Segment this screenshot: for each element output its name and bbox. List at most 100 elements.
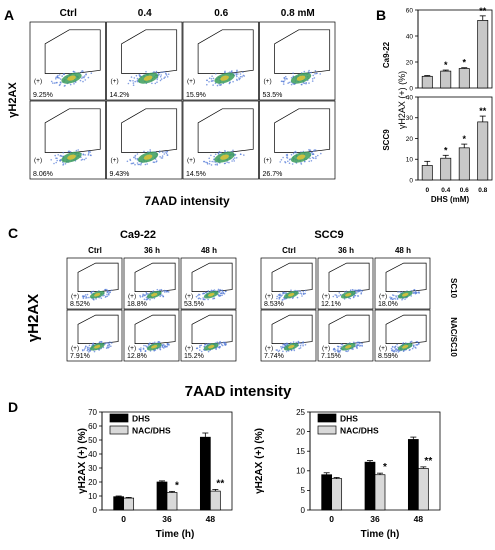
- event-dot: [280, 80, 283, 83]
- bar: [440, 70, 452, 89]
- event-dot: [62, 163, 65, 165]
- event-dot: [197, 294, 199, 297]
- event-dot: [160, 71, 162, 74]
- gate-percent: 12.8%: [127, 353, 147, 360]
- event-dot: [163, 291, 166, 293]
- event-dot: [243, 75, 246, 77]
- panel-c-flow-plot: (+)12.1%: [317, 257, 374, 310]
- event-density-peak: [402, 292, 409, 297]
- bar: [374, 474, 386, 511]
- flow-plot-frame: [66, 309, 123, 362]
- x-axis-label: Time (h): [156, 529, 195, 540]
- event-dot: [224, 162, 226, 165]
- event-dot: [214, 163, 217, 166]
- event-dot: [213, 155, 215, 158]
- event-dot: [238, 77, 240, 79]
- event-dot: [292, 341, 295, 343]
- event-dot: [85, 157, 87, 160]
- event-dot: [75, 149, 78, 152]
- event-dot: [310, 160, 313, 162]
- gate-polygon: [121, 108, 178, 153]
- event-dot: [156, 288, 159, 291]
- event-dot: [84, 154, 86, 156]
- panel-a-flow-plot: (+) 8.06%: [29, 100, 106, 180]
- event-dot: [221, 289, 224, 292]
- panel-c-column-header: Ctrl: [88, 246, 102, 255]
- event-dot: [236, 69, 238, 72]
- event-dot: [208, 157, 210, 160]
- event-dot: [340, 343, 343, 346]
- event-dot: [334, 294, 337, 296]
- event-dot: [230, 70, 233, 73]
- event-dot: [233, 72, 235, 74]
- event-dot: [218, 290, 220, 292]
- event-dot: [210, 154, 212, 157]
- event-dot: [315, 157, 317, 160]
- x-tick-label: 0: [329, 514, 334, 524]
- event-dot: [81, 70, 83, 72]
- event-dot: [214, 153, 217, 156]
- event-dot: [149, 149, 151, 151]
- event-dot: [356, 346, 358, 348]
- event-dot: [86, 293, 89, 296]
- event-dot: [314, 149, 317, 151]
- event-dot: [207, 290, 209, 292]
- event-dot: [311, 78, 314, 80]
- event-dot: [87, 153, 90, 155]
- event-dot: [60, 82, 62, 84]
- gate-polygon: [274, 108, 331, 153]
- event-dot: [303, 293, 305, 296]
- event-dot: [351, 289, 354, 291]
- bar: [421, 165, 433, 181]
- event-dot: [139, 294, 141, 297]
- event-dot: [217, 288, 220, 291]
- event-dot: [415, 341, 418, 343]
- event-dot: [314, 70, 317, 72]
- event-dot: [138, 348, 141, 350]
- event-dot: [282, 350, 284, 353]
- event-dot: [56, 159, 58, 162]
- panel-c-flow-plot: (+)18.0%: [374, 257, 431, 310]
- event-dot: [357, 290, 360, 293]
- event-density-peak: [151, 292, 158, 297]
- panel-letter-a: A: [4, 7, 14, 23]
- gate-polygon: [134, 314, 176, 345]
- event-dot: [89, 154, 92, 156]
- event-dot: [311, 156, 314, 159]
- panel-letter-c: C: [8, 225, 18, 241]
- event-dot: [144, 350, 147, 353]
- event-dot: [55, 161, 57, 164]
- event-dot: [79, 79, 82, 82]
- event-dot: [215, 348, 217, 351]
- event-dot: [299, 344, 302, 347]
- event-dot: [50, 80, 53, 83]
- panel-c-y-label: γH2AX: [25, 294, 42, 342]
- event-dot: [222, 292, 224, 295]
- event-dot: [106, 293, 108, 296]
- gate-percent: 15.2%: [184, 353, 204, 360]
- event-dot: [313, 149, 316, 151]
- event-dot: [213, 289, 216, 291]
- event-dot: [166, 290, 169, 293]
- y-tick-label: 40: [406, 94, 414, 101]
- event-dot: [283, 298, 286, 300]
- event-dot: [82, 80, 84, 83]
- event-dot: [204, 343, 207, 346]
- event-dot: [159, 348, 162, 351]
- event-dot: [317, 154, 319, 157]
- event-dot: [213, 161, 215, 163]
- event-dot: [206, 83, 208, 86]
- panel-c-row-label-nac-sc10: NAC/SC10: [449, 317, 458, 357]
- event-dot: [89, 151, 92, 153]
- event-dot: [398, 291, 401, 293]
- gate-label: (+): [34, 78, 42, 85]
- event-dot: [282, 292, 284, 294]
- event-dot: [57, 74, 59, 77]
- bar: [166, 492, 178, 511]
- gate-label: (+): [185, 293, 193, 300]
- x-tick-label: 0: [121, 514, 126, 524]
- panel-b-chart: 0 10 20 30 40 0 * 0.4 * 0.6 ** 0.8: [406, 94, 493, 194]
- gate-percent: 12.1%: [321, 301, 341, 308]
- event-dot: [161, 345, 164, 348]
- event-dot: [278, 349, 281, 352]
